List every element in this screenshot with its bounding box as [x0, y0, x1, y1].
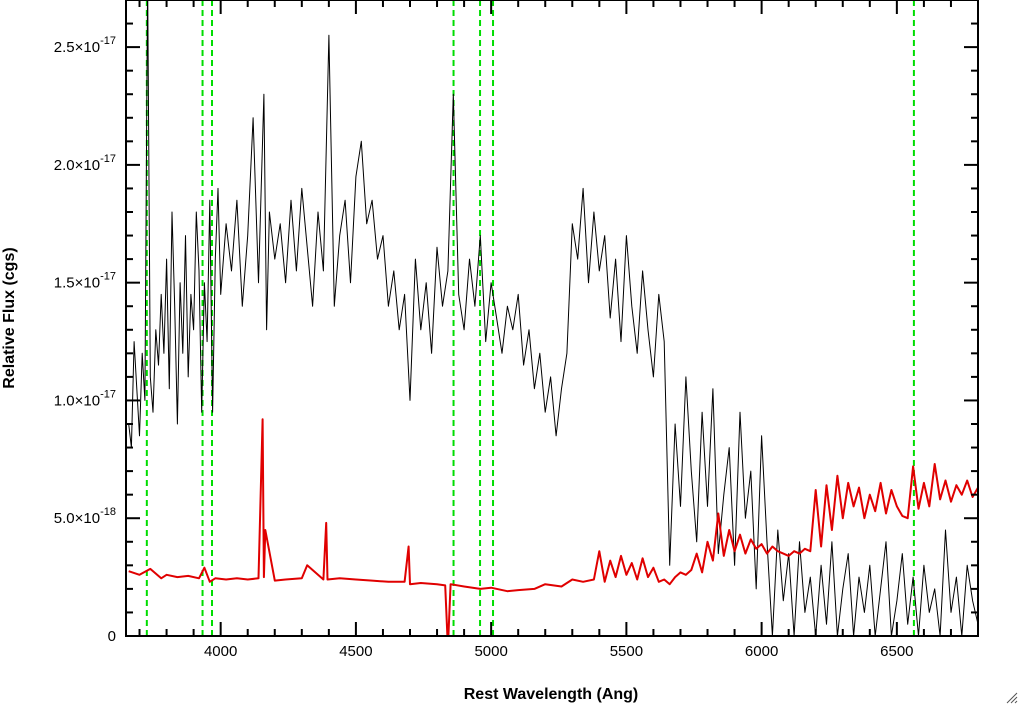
x-tick-labels: 4000 4500 5000 5500 6000 6500	[204, 643, 914, 660]
x-tick-label: 6000	[745, 643, 778, 660]
y-tick-labels: 0 5.0×10-18 1.0×10-17 1.5×10-17 2.0×10-17 2.5…	[54, 35, 116, 645]
resize-grip-icon[interactable]	[1004, 690, 1018, 704]
y-tick-label: 5.0×10-18	[54, 506, 116, 527]
y-tick-label: 2.0×10-17	[54, 153, 116, 174]
observed-spectrum-line	[128, 0, 978, 636]
y-tick-label: 1.0×10-17	[54, 388, 116, 409]
x-tick-label: 6500	[880, 643, 913, 660]
y-tick-label: 1.5×10-17	[54, 271, 116, 292]
plot-area	[128, 0, 978, 636]
emission-line-markers	[145, 0, 915, 636]
y-tick-label: 0	[108, 628, 116, 645]
x-tick-label: 4500	[339, 643, 372, 660]
x-tick-label: 5000	[474, 643, 507, 660]
plot-frame	[125, 0, 979, 637]
y-axis-title: Relative Flux (cgs)	[1, 247, 18, 388]
x-tick-label: 4000	[204, 643, 237, 660]
model-spectrum-line	[128, 418, 978, 636]
x-axis-title: Rest Wavelength (Ang)	[464, 686, 639, 703]
axis-ticks	[126, 0, 979, 637]
spectrum-series	[128, 0, 978, 636]
y-tick-label: 2.5×10-17	[54, 35, 116, 56]
x-tick-label: 5500	[610, 643, 643, 660]
